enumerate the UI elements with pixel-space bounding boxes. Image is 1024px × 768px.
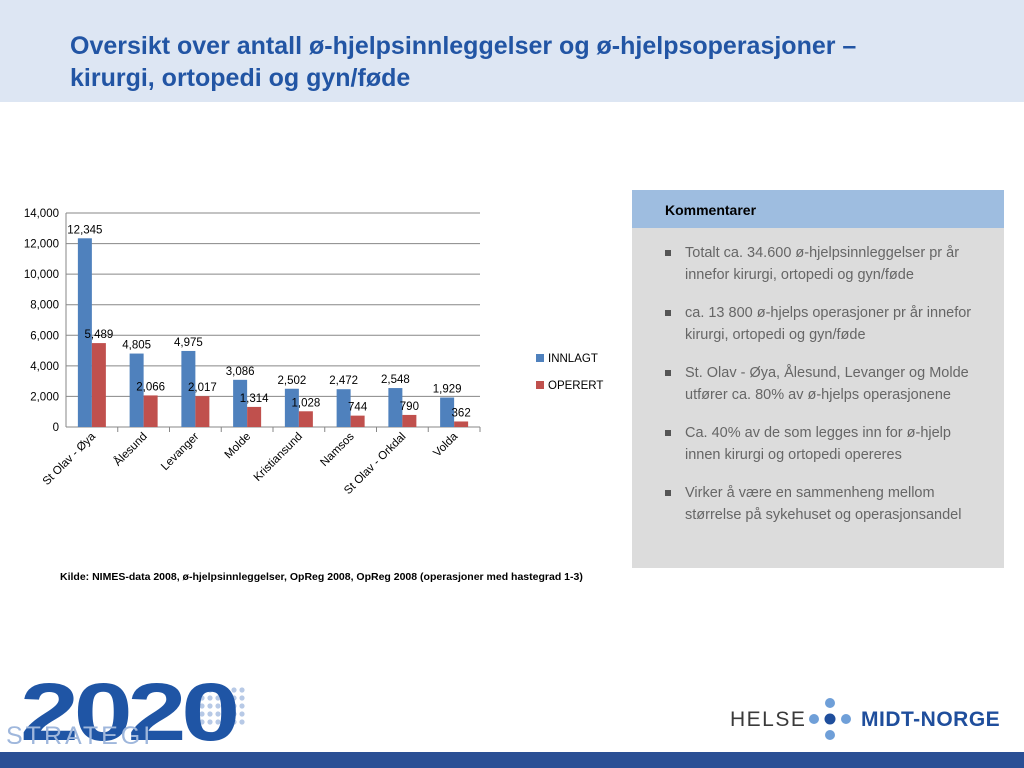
comments-header: Kommentarer [632,190,1004,228]
data-label: 4,975 [174,337,203,349]
comment-item: Totalt ca. 34.600 ø-hjelpsinnleggelser p… [665,242,990,286]
data-label: 1,028 [291,397,320,409]
y-tick-label: 4,000 [30,361,59,373]
comment-text: Ca. 40% av de som legges inn for ø-hjelp… [685,425,951,463]
bar-innlagt [129,353,144,427]
helse-midt-norge-logo: HELSE MIDT-NORGE [730,698,1000,740]
bar-operert [298,411,313,427]
y-tick-label: 2,000 [30,391,59,403]
bar-innlagt [336,389,351,427]
legend-swatch [536,354,544,362]
bar-chart: 0 2,000 4,000 6,000 8,000 10,000 12,000 14,000 1… [0,190,640,510]
data-label: 2,548 [381,374,410,386]
data-label: 2,066 [136,381,165,393]
legend-label: INNLAGT [548,353,598,365]
data-label: 3,086 [226,366,255,378]
legend-label: OPERERT [548,380,603,392]
bar-operert [143,395,158,427]
logo-helse-text: HELSE [730,708,806,731]
y-tick-label: 8,000 [30,300,59,312]
comment-item: ca. 13 800 ø-hjelps operasjoner pr år in… [665,302,990,346]
comments-panel: Kommentarer Totalt ca. 34.600 ø-hjelpsin… [632,190,1004,568]
source-note: Kilde: NIMES-data 2008, ø-hjelpsinnlegge… [60,571,583,583]
data-label: 2,017 [188,382,217,394]
bullet-icon [665,370,671,376]
x-tick-label: Namsos [318,430,356,468]
logo-dots-icon [809,698,851,740]
x-tick-label: Kristiansund [252,431,305,484]
comment-text: Totalt ca. 34.600 ø-hjelpsinnleggelser p… [685,245,960,283]
strategi-2020-logo: 2020 STRATEGI [6,672,245,752]
bar-operert [247,406,262,427]
x-tick-label: Levanger [159,431,202,474]
x-tick-label: Volda [431,430,460,459]
bullet-icon [665,430,671,436]
y-tick-label: 12,000 [24,239,59,251]
bar-innlagt [388,388,403,427]
legend-swatch [536,381,544,389]
chart-svg: 0 2,000 4,000 6,000 8,000 10,000 12,000 14,000 1… [24,208,604,497]
bar-operert [195,396,210,427]
logo-2020-number: 2020 [20,672,237,752]
y-tick-label: 6,000 [30,330,59,342]
bar-innlagt [77,238,92,427]
comment-item: Virker å være en sammenheng mellom størr… [665,482,990,526]
y-tick-label: 0 [53,422,59,434]
data-label: 1,314 [240,393,269,405]
bar-innlagt [233,379,248,427]
bar-operert [350,415,365,427]
title-line-2: kirurgi, ortopedi og gyn/føde [70,64,411,92]
data-label: 1,929 [433,384,462,396]
page-title: Oversikt over antall ø-hjelpsinnleggelse… [70,30,1010,94]
header-band: Oversikt over antall ø-hjelpsinnleggelse… [0,0,1024,102]
y-tick-label: 10,000 [24,269,59,281]
bar-innlagt [181,350,196,427]
comment-item: Ca. 40% av de som legges inn for ø-hjelp… [665,422,990,466]
comment-item: St. Olav - Øya, Ålesund, Levanger og Mol… [665,362,990,406]
comment-text: Virker å være en sammenheng mellom størr… [685,485,962,523]
comment-text: St. Olav - Øya, Ålesund, Levanger og Mol… [685,365,969,403]
bar-operert [91,343,106,427]
data-label: 744 [348,402,368,414]
logo-strategi-word: STRATEGI [6,722,153,750]
data-label: 790 [400,401,419,413]
data-label: 12,345 [67,224,102,236]
bar-innlagt [284,388,299,427]
y-tick-label: 14,000 [24,208,59,220]
data-label: 2,472 [329,375,358,387]
x-tick-label: Ålesund [111,430,150,469]
bar-operert [454,421,469,427]
comment-text: ca. 13 800 ø-hjelps operasjoner pr år in… [685,305,972,343]
bar-innlagt [440,397,455,427]
logo-midt-norge-text: MIDT-NORGE [861,708,1000,731]
x-tick-label: Molde [223,431,254,462]
data-label: 5,489 [84,329,113,341]
bullet-icon [665,490,671,496]
title-line-1: Oversikt over antall ø-hjelpsinnleggelse… [70,32,857,60]
x-tick-label: St Olav - Øya [41,430,99,488]
data-label: 362 [452,407,471,419]
footer-bar [0,752,1024,768]
bar-operert [402,414,417,427]
bullet-icon [665,250,671,256]
comments-list: Totalt ca. 34.600 ø-hjelpsinnleggelser p… [632,242,1004,542]
logo-dot-grid [199,687,245,725]
bullet-icon [665,310,671,316]
comments-title: Kommentarer [665,202,757,218]
data-label: 4,805 [122,340,151,352]
data-label: 2,502 [277,375,306,387]
